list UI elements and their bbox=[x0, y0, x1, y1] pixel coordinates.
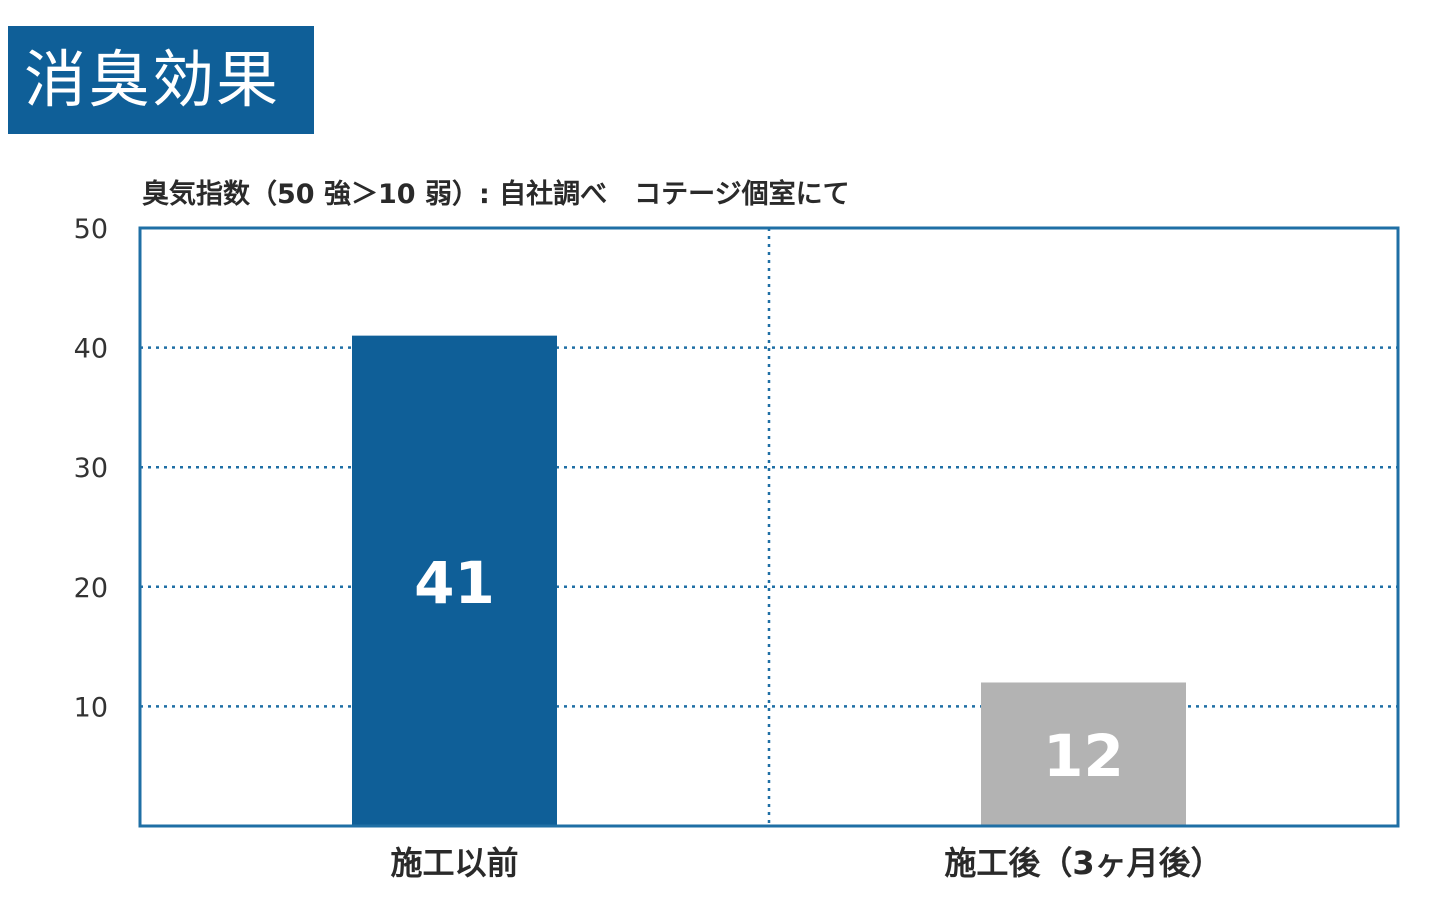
data-label-0: 41 bbox=[414, 549, 495, 617]
category-label-1: 施工後（3ヶ月後） bbox=[944, 844, 1222, 882]
chart-subtitle: 臭気指数（50 強＞10 弱）: 自社調べ コテージ個室にて bbox=[142, 179, 850, 210]
data-label-1: 12 bbox=[1043, 722, 1124, 790]
plot-frame bbox=[138, 226, 1400, 828]
label-layer: 41 施工以前 12 施工後（3ヶ月後） 10 20 30 40 50 bbox=[74, 214, 1223, 882]
y-tick-label-40: 40 bbox=[74, 334, 108, 365]
category-label-0: 施工以前 bbox=[390, 844, 518, 882]
y-tick-label-10: 10 bbox=[74, 692, 108, 723]
y-tick-label-20: 20 bbox=[74, 573, 108, 604]
frame-layer bbox=[138, 226, 1400, 828]
bar-layer bbox=[352, 335, 1186, 826]
y-tick-label-50: 50 bbox=[74, 214, 108, 245]
grid-layer bbox=[140, 228, 1398, 826]
bar-1 bbox=[981, 682, 1186, 826]
bar-0 bbox=[352, 335, 557, 826]
page-title: 消臭効果 bbox=[8, 26, 314, 134]
y-tick-label-30: 30 bbox=[74, 453, 108, 484]
